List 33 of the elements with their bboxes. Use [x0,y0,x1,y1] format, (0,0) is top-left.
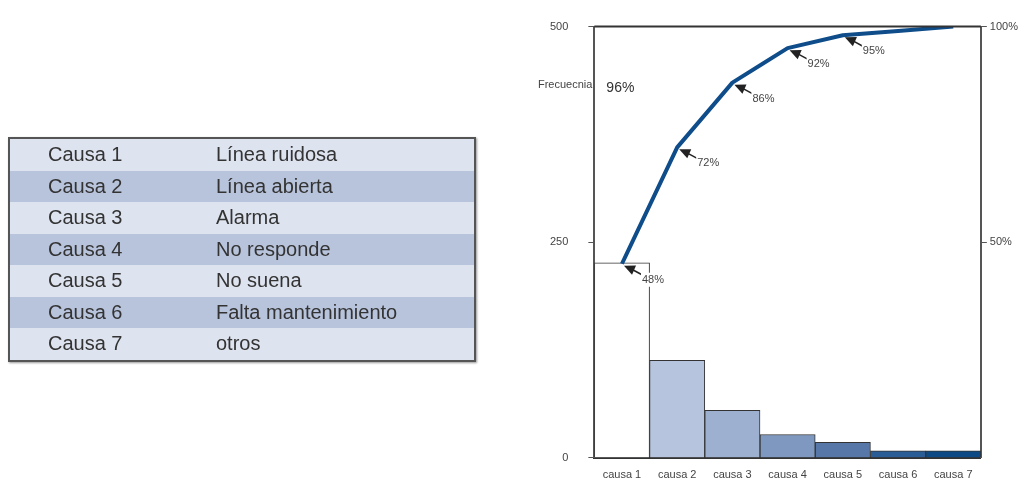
text: Línea abierta [216,173,334,199]
y-tick-label: 250 [549,235,569,248]
x-tick-label: causa 1 [602,468,642,481]
annotation: 95% [862,44,886,57]
category-label: Causa 2 [47,173,124,199]
category-label: Causa 1 [47,142,124,168]
y2-tick-label: 100% [989,19,1019,32]
annotation: 86% [752,91,775,104]
x-tick-label: causa 5 [823,468,863,481]
text: otros [216,331,262,357]
y-axis-title: Frecuecnia [537,77,594,90]
y-tick-label: 500 [549,19,569,32]
y-tick-label: 0 [562,450,569,463]
annotation: 92% [807,57,830,70]
x-tick-label: causa 6 [878,468,918,481]
x-tick-label: causa 2 [657,468,697,481]
category-label: Causa 5 [47,268,124,294]
annotation: 96% [606,79,635,96]
x-tick-label: causa 7 [933,468,973,481]
category-label: Causa 4 [47,236,124,262]
text: No responde [216,236,332,262]
y2-tick-label: 50% [989,235,1013,248]
text: Línea ruidosa [216,142,339,168]
x-tick-label: causa 3 [713,468,752,481]
annotation: 48% [641,272,665,285]
category-label: Causa 7 [47,331,124,357]
annotation: 72% [697,156,720,169]
category-label: Causa 3 [47,205,124,231]
x-tick-label: causa 4 [768,468,807,481]
category-label: Causa 6 [47,299,124,325]
text: No suena [216,268,303,294]
text: Alarma [216,205,281,231]
text: Falta mantenimiento [216,299,399,325]
